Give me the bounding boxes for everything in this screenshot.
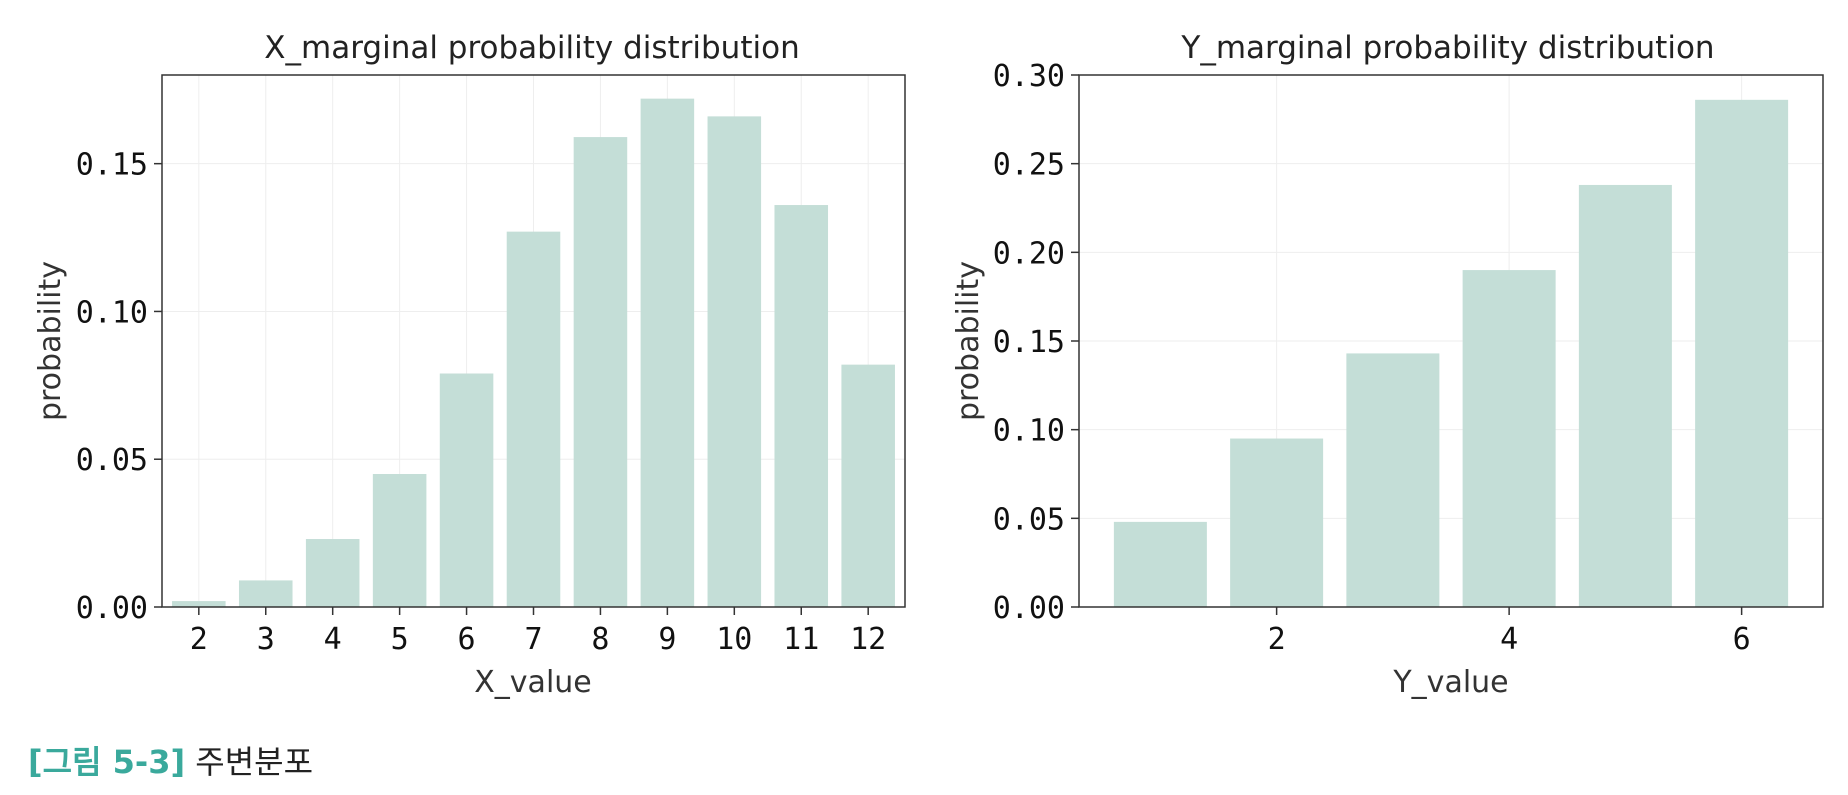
bar <box>1230 438 1324 607</box>
bar <box>640 98 695 608</box>
y-tick-label: 0.10 <box>993 414 1065 449</box>
x-tick-label: 5 <box>391 622 409 657</box>
bar <box>238 580 293 607</box>
bar <box>439 373 494 607</box>
x-tick-label: 3 <box>257 622 275 657</box>
chart-title: X_marginal probability distribution <box>264 30 799 66</box>
bar <box>1462 270 1556 607</box>
x-axis-label: Y_value <box>1392 665 1508 700</box>
y-tick-label: 0.10 <box>76 295 148 330</box>
bar <box>305 539 360 607</box>
bar <box>841 364 895 607</box>
figure-caption: [그림 5-3] 주변분포 <box>28 742 313 782</box>
x-tick-label: 11 <box>783 622 819 657</box>
x-tick-label: 8 <box>591 622 609 657</box>
bar <box>1346 353 1440 607</box>
y-tick-label: 0.20 <box>993 236 1065 271</box>
bar <box>573 137 628 608</box>
y-tick-label: 0.00 <box>993 591 1065 626</box>
bar <box>506 231 561 607</box>
bar <box>372 474 427 607</box>
x-axis-label: X_value <box>474 665 592 700</box>
bar <box>707 116 762 607</box>
bar <box>1695 99 1789 608</box>
y-axis-label: probability <box>33 261 68 421</box>
x-marginal-chart: X_marginal probability distribution 2 3 4 5… <box>33 30 906 700</box>
x-tick-label: 12 <box>850 622 886 657</box>
x-tick-label: 4 <box>1500 622 1518 657</box>
y-tick-label: 0.05 <box>76 443 148 478</box>
caption-text: 주변분포 <box>195 743 314 781</box>
y-tick-label: 0.15 <box>993 325 1065 360</box>
chart-title: Y_marginal probability distribution <box>1180 30 1714 66</box>
caption-tag: [그림 5-3] <box>28 743 186 781</box>
y-tick-label: 0.05 <box>993 502 1065 537</box>
y-tick-label: 0.25 <box>993 148 1065 183</box>
y-axis-label: probability <box>951 261 986 421</box>
x-tick-label: 10 <box>716 622 752 657</box>
x-tick-label: 2 <box>1268 622 1286 657</box>
y-marginal-chart: Y_marginal probability distribution 2 4 6 0… <box>951 30 1824 700</box>
x-tick-label: 6 <box>458 622 476 657</box>
x-tick-label: 4 <box>324 622 342 657</box>
x-tick-label: 6 <box>1733 622 1751 657</box>
y-tick-label: 0.30 <box>993 59 1065 94</box>
x-tick-label: 2 <box>190 622 208 657</box>
bar <box>1578 184 1672 608</box>
bar <box>172 601 226 607</box>
y-tick-label: 0.00 <box>76 591 148 626</box>
x-tick-label: 9 <box>658 622 676 657</box>
x-tick-label: 7 <box>524 622 542 657</box>
y-tick-label: 0.15 <box>76 148 148 183</box>
bar <box>1113 521 1207 607</box>
bar <box>774 205 829 608</box>
